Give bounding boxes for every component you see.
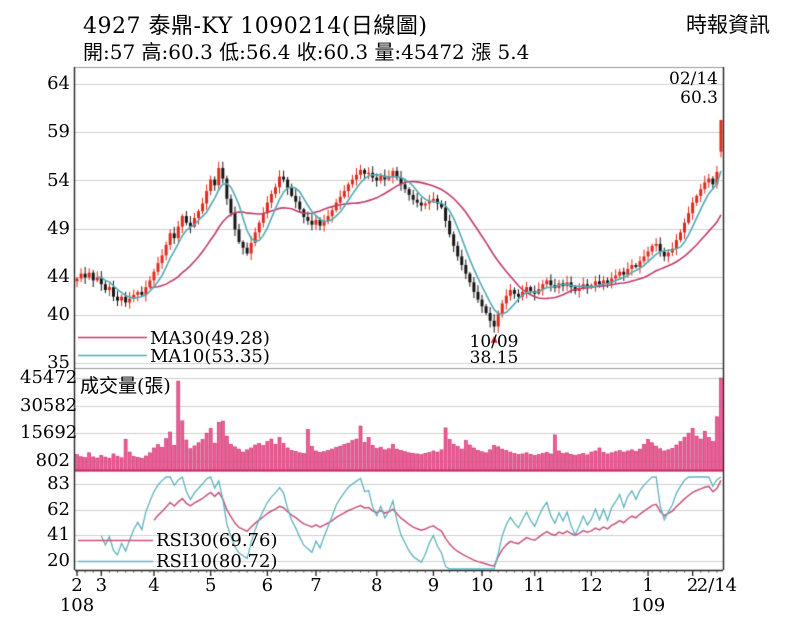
rsi-tick-label: 20: [47, 550, 70, 571]
price-tick-label: 44: [47, 265, 70, 287]
price-tick-label: 54: [47, 169, 70, 191]
month-tick-label: 2: [71, 575, 83, 596]
volume-tick-label: 30582: [20, 394, 78, 416]
year-tick-label: 109: [630, 595, 666, 616]
rsi-tick-label: 41: [47, 524, 70, 546]
price-tick-label: 59: [47, 121, 70, 143]
high-date-annotation: 02/14: [669, 69, 718, 89]
year-tick-label: 108: [59, 595, 95, 616]
page-title: 4927 泰鼎-KY 1090214(日線圖): [83, 14, 428, 39]
volume-tick-label: 45472: [20, 367, 78, 388]
month-tick-label: 5: [204, 575, 217, 596]
rsi-tick-label: 83: [47, 473, 70, 494]
data-source-label: 時報資訊: [686, 13, 770, 37]
low-date-annotation: 10/09: [469, 332, 519, 352]
price-tick-label: 49: [47, 217, 70, 239]
month-tick-label: 10: [470, 575, 494, 596]
month-tick-label: 9: [427, 575, 440, 596]
month-tick-label: 2/14: [696, 575, 738, 596]
price-tick-label: 64: [47, 73, 70, 95]
month-tick-label: 2: [686, 575, 699, 596]
month-tick-label: 7: [310, 575, 322, 596]
month-tick-label: 6: [261, 575, 274, 596]
month-tick-label: 8: [370, 575, 383, 596]
price-tick-label: 40: [47, 303, 70, 325]
ohlc-quote-line: 開:57 高:60.3 低:56.4 收:60.3 量:45472 漲 5.4: [83, 40, 530, 64]
price-tick-label: 35: [47, 352, 70, 373]
volume-tick-label: 15692: [20, 422, 78, 444]
month-tick-label: 11: [523, 575, 547, 596]
rsi-tick-label: 62: [47, 498, 70, 520]
month-tick-label: 12: [579, 575, 603, 596]
low-price-annotation: 38.15: [469, 348, 519, 368]
month-tick-label: 4: [148, 575, 160, 596]
rsi10-legend: RSI10(80.72): [156, 551, 278, 572]
volume-panel-label: 成交量(張): [80, 375, 171, 397]
rsi30-legend: RSI30(69.76): [156, 530, 278, 551]
month-tick-label: 1: [642, 575, 654, 596]
ma10-legend: MA10(53.35): [150, 346, 270, 367]
month-tick-label: 3: [95, 575, 108, 596]
high-price-annotation: 60.3: [680, 88, 718, 108]
volume-tick-label: 802: [35, 450, 70, 471]
ma30-legend: MA30(49.28): [150, 328, 270, 349]
